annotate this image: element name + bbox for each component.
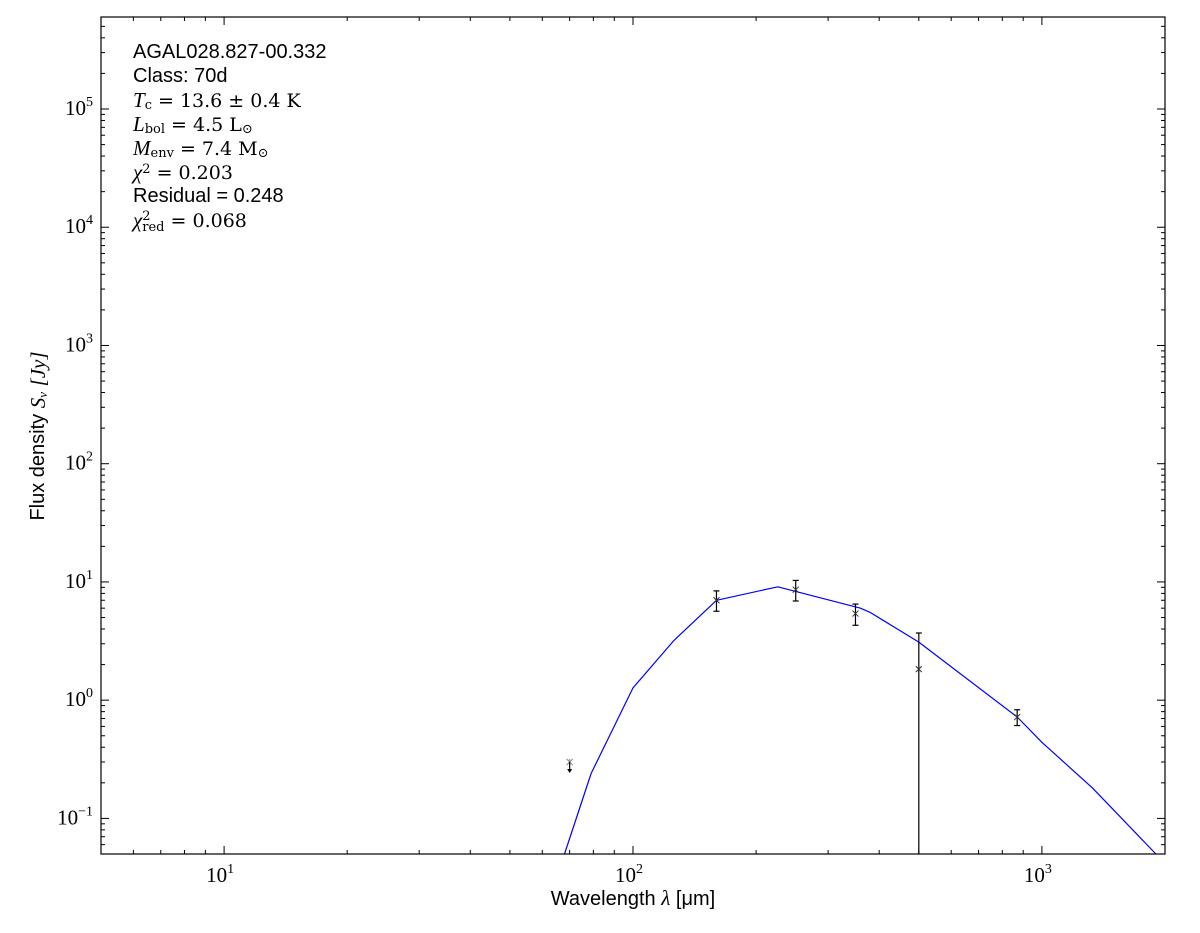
y-tick-base: 10 [65, 569, 86, 593]
axis-ticks [100, 16, 1166, 855]
y-tick-base: 10 [65, 332, 86, 356]
model-curve-line [563, 586, 1157, 855]
data-point [1013, 709, 1021, 727]
mass-label: Menv = 7.4 M⊙ [133, 136, 269, 161]
temperature-label: Tc = 13.6 ± 0.4 K [133, 88, 301, 113]
chi2-red-label: χ 2 red = 0.068 [133, 208, 247, 235]
x-marker [915, 665, 923, 673]
y-tick-exponent: 0 [86, 686, 93, 701]
y-tick-label: 101 [65, 568, 93, 593]
x-marker [713, 596, 720, 604]
chi2-label: χ2 = 0.203 [133, 160, 233, 184]
x-tick-label: 102 [615, 862, 643, 887]
data-point [852, 603, 859, 626]
y-tick-exponent: −1 [78, 804, 93, 819]
data-point [792, 579, 800, 602]
x-tick-exponent: 1 [227, 862, 234, 877]
annotation-block: AGAL028.827-00.332 Class: 70d Tc = 13.6 … [133, 40, 327, 235]
arrow-head-icon [567, 768, 573, 773]
data-points [566, 579, 1021, 854]
x-marker [792, 586, 800, 594]
x-marker [852, 610, 859, 617]
y-tick-label: 100 [65, 686, 93, 711]
y-tick-exponent: 4 [86, 213, 93, 228]
y-tick-base: 10 [65, 214, 86, 238]
y-tick-exponent: 2 [86, 450, 93, 465]
class-label: Class: 70d [133, 65, 228, 87]
x-tick-label: 101 [206, 862, 234, 887]
data-point [713, 590, 720, 612]
plot-frame [100, 16, 1166, 855]
y-tick-exponent: 1 [86, 568, 93, 583]
y-tick-label: 105 [65, 95, 93, 120]
y-tick-base: 10 [65, 451, 86, 475]
x-tick-exponent: 3 [1045, 862, 1052, 877]
y-tick-base: 10 [57, 805, 78, 829]
y-tick-label: 102 [65, 450, 93, 475]
x-tick-label: 103 [1024, 862, 1052, 887]
x-marker [1013, 713, 1021, 721]
upper-limit-point [566, 758, 574, 773]
y-tick-label: 103 [65, 331, 93, 356]
y-axis-label: Flux density Sν [Jy] [26, 351, 50, 521]
y-tick-label: 10−1 [57, 804, 93, 829]
y-tick-label: 104 [65, 213, 93, 238]
model-curve [563, 586, 1157, 855]
y-tick-exponent: 5 [86, 95, 93, 110]
source-name: AGAL028.827-00.332 [133, 41, 327, 63]
data-point [915, 632, 923, 854]
y-tick-base: 10 [65, 687, 86, 711]
x-axis-label: Wavelength λ [μm] [550, 886, 716, 910]
x-tick-exponent: 2 [636, 862, 643, 877]
y-tick-base: 10 [65, 96, 86, 120]
residual-label: Residual = 0.248 [133, 185, 284, 207]
y-tick-exponent: 3 [86, 331, 93, 346]
luminosity-label: Lbol = 4.5 L⊙ [133, 112, 253, 137]
